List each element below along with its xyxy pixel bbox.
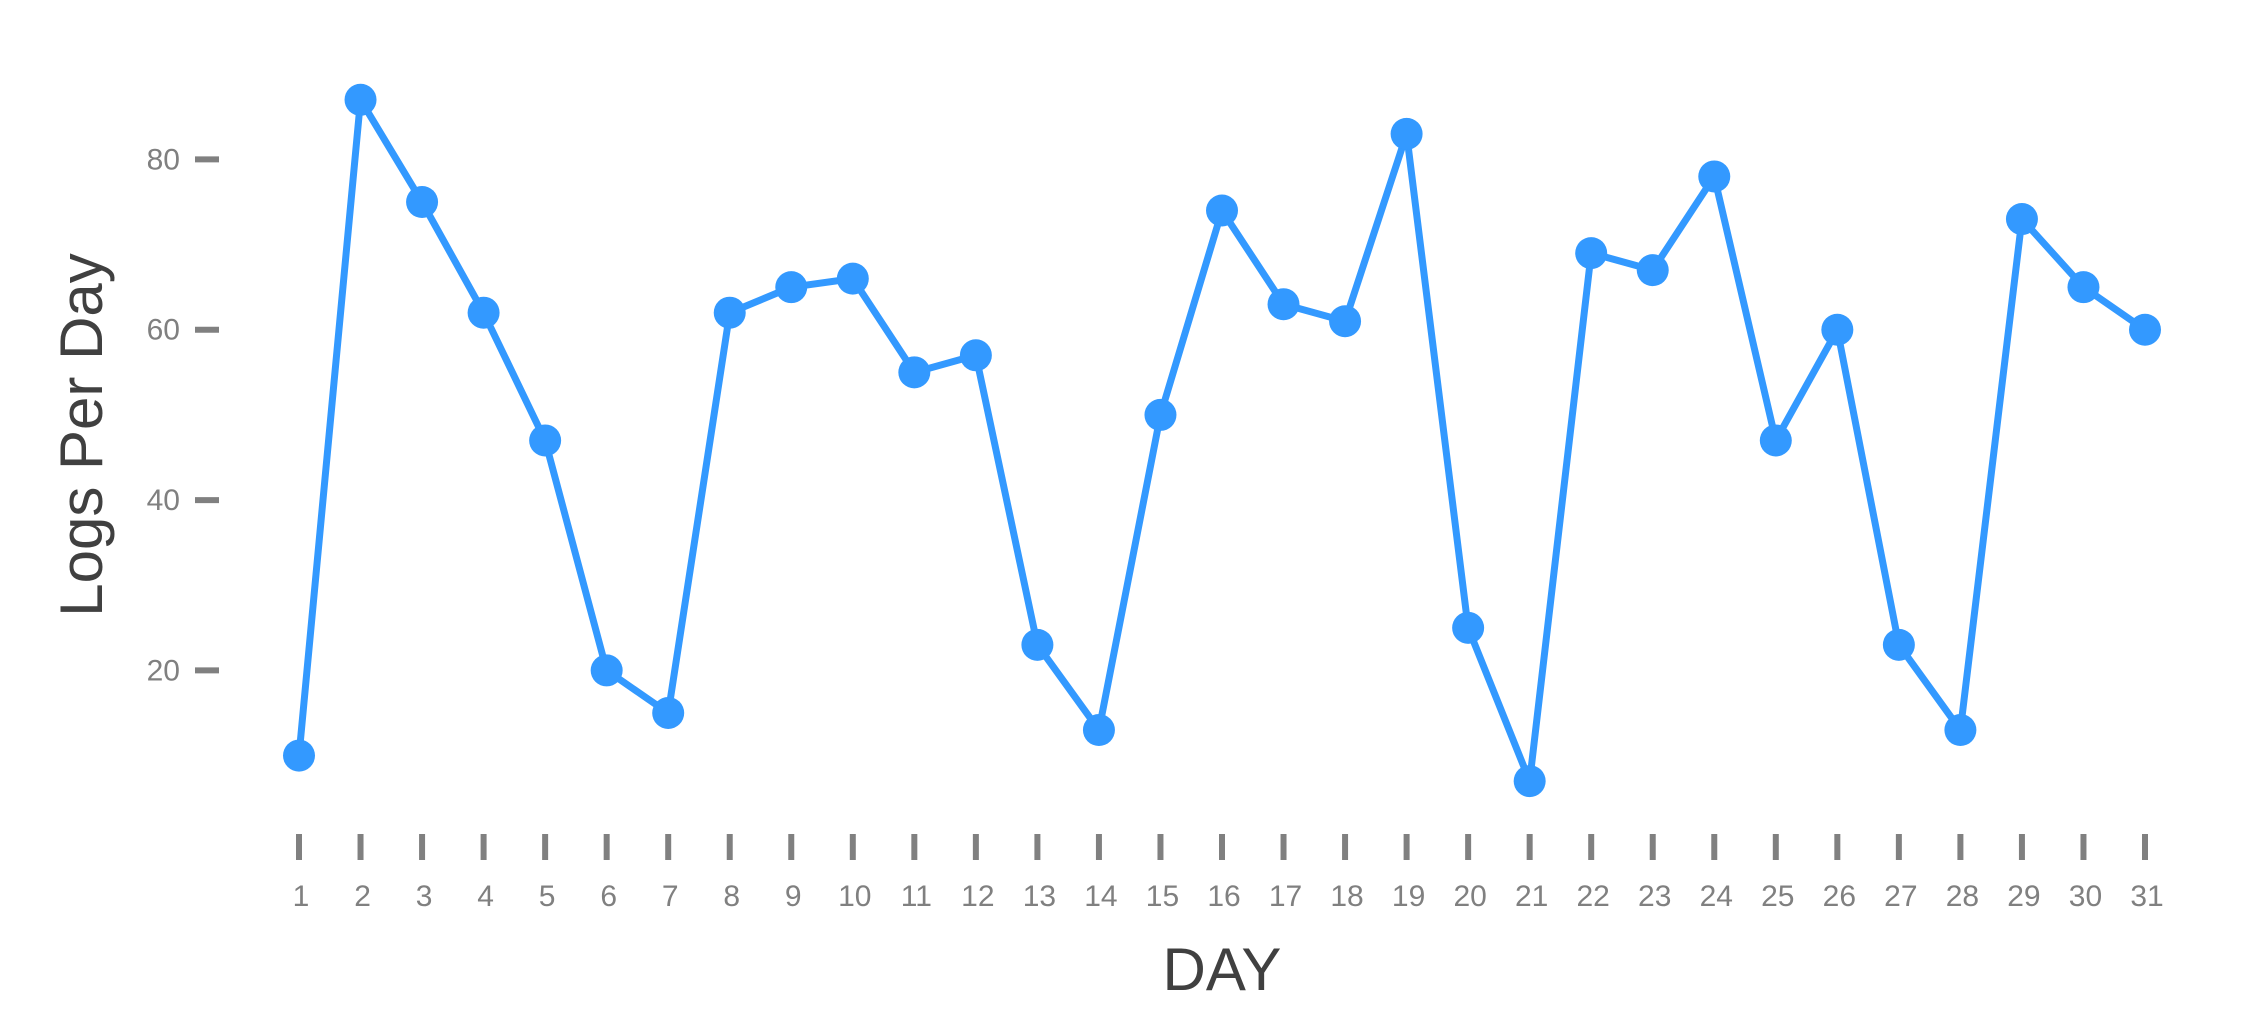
x-tick-label: 19 — [1392, 880, 1425, 913]
x-tick-label: 1 — [293, 880, 310, 913]
x-tick-label: 20 — [1453, 880, 1486, 913]
x-axis: 1 2 3 4 5 6 7 8 9 10 11 12 13 14 15 16 17 18 19 20 21 22 23 24 2… — [293, 834, 2164, 913]
data-point — [1698, 160, 1731, 193]
data-point — [775, 271, 808, 304]
x-tick-label: 2 — [354, 880, 371, 913]
data-point — [1882, 628, 1915, 661]
data-point — [1021, 628, 1054, 661]
data-point — [1636, 254, 1669, 287]
x-tick-label: 3 — [416, 880, 433, 913]
x-tick-label: 24 — [1700, 880, 1733, 913]
x-tick-label: 27 — [1884, 880, 1917, 913]
data-point — [1759, 424, 1792, 457]
data-point — [1329, 305, 1362, 338]
x-tick-label: 31 — [2130, 880, 2163, 913]
y-tick-label: 80 — [147, 143, 180, 176]
data-point — [467, 296, 500, 329]
data-point — [1267, 288, 1300, 321]
data-point — [1944, 714, 1977, 747]
x-tick-label: 7 — [662, 880, 679, 913]
data-point — [713, 296, 746, 329]
x-tick-label: 30 — [2069, 880, 2102, 913]
y-tick-label: 40 — [147, 484, 180, 517]
x-tick-label: 18 — [1330, 880, 1363, 913]
x-tick-label: 29 — [2007, 880, 2040, 913]
x-tick-label: 23 — [1638, 880, 1671, 913]
data-point — [283, 739, 315, 772]
x-tick-label: 14 — [1084, 880, 1117, 913]
series-layer — [283, 83, 2161, 798]
data-point — [1513, 765, 1546, 798]
x-tick-label: 25 — [1761, 880, 1794, 913]
data-point — [1144, 398, 1177, 431]
x-tick-label: 10 — [838, 880, 871, 913]
x-tick-label: 8 — [723, 880, 740, 913]
data-point — [959, 339, 992, 372]
x-tick-label: 21 — [1515, 880, 1548, 913]
x-tick-label: 9 — [785, 880, 802, 913]
data-point — [652, 696, 685, 729]
data-point — [344, 83, 377, 116]
x-tick-label: 5 — [539, 880, 556, 913]
data-point — [590, 654, 623, 687]
x-tick-label: 11 — [901, 880, 932, 913]
data-point — [1821, 313, 1854, 346]
x-tick-label: 13 — [1023, 880, 1056, 913]
y-axis-title: Logs Per Day — [48, 253, 115, 617]
x-tick-label: 26 — [1823, 880, 1856, 913]
data-point — [1390, 117, 1423, 150]
x-tick-label: 28 — [1946, 880, 1979, 913]
x-tick-label: 4 — [477, 880, 494, 913]
data-point — [406, 186, 439, 218]
y-tick-label: 60 — [147, 314, 180, 347]
data-point — [836, 262, 869, 295]
data-point — [1206, 194, 1238, 227]
y-tick-label: 20 — [147, 654, 180, 687]
data-point — [898, 356, 931, 389]
data-point — [2005, 203, 2038, 236]
x-axis-title: DAY — [1163, 936, 1282, 1003]
x-tick-label: 22 — [1577, 880, 1610, 913]
data-point — [1452, 611, 1485, 644]
x-tick-label: 15 — [1146, 880, 1179, 913]
x-tick-label: 16 — [1207, 880, 1240, 913]
data-point — [1575, 237, 1608, 270]
y-axis: 20 40 60 80 — [147, 143, 219, 687]
data-point — [2067, 271, 2100, 304]
data-point — [1082, 714, 1115, 747]
data-point — [529, 424, 562, 457]
x-tick-label: 17 — [1269, 880, 1302, 913]
x-tick-label: 6 — [600, 880, 617, 913]
x-tick-label: 12 — [961, 880, 994, 913]
data-point — [2129, 313, 2161, 346]
